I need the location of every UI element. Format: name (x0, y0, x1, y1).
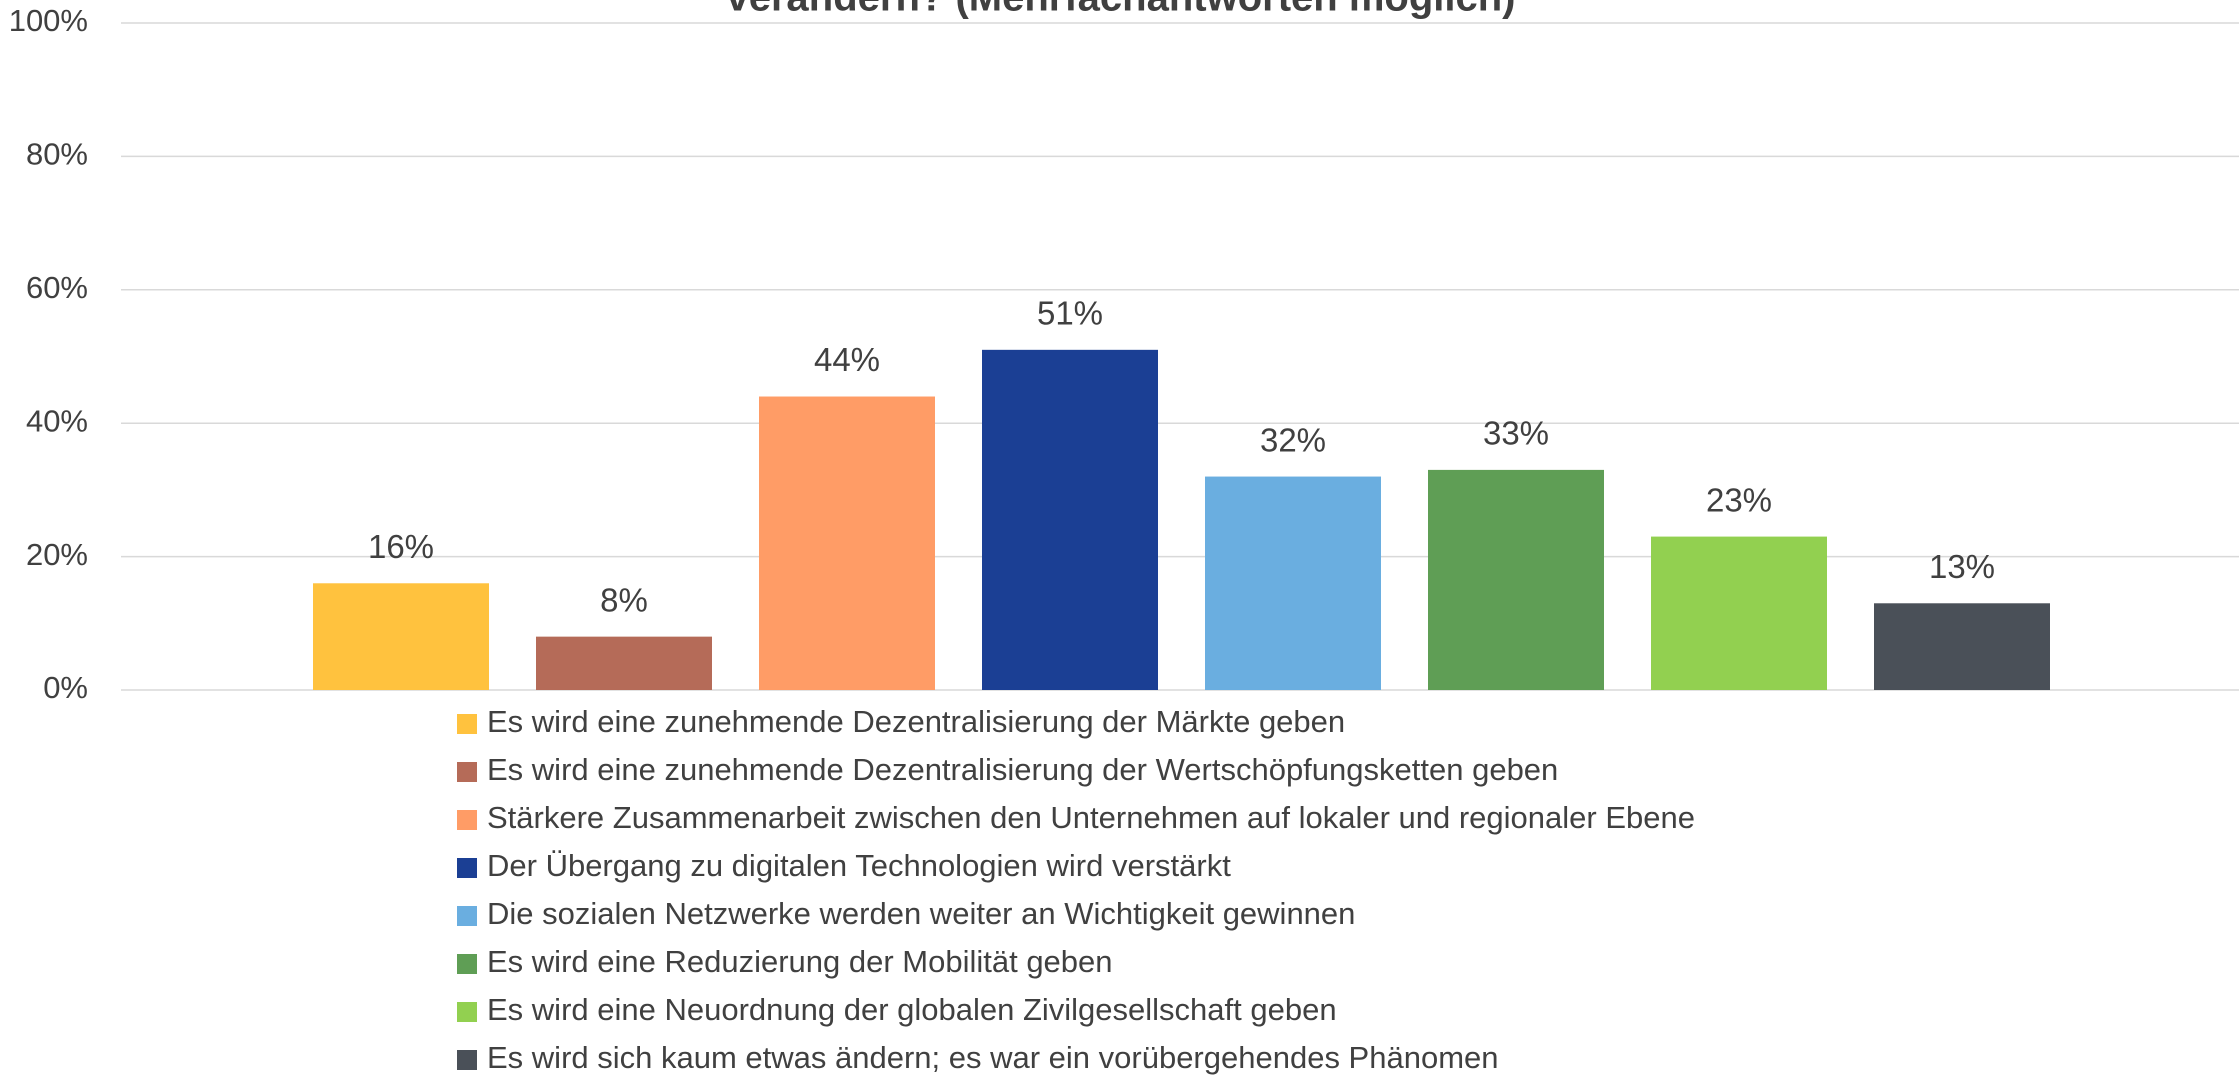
bar (759, 396, 935, 690)
bar (982, 349, 1158, 690)
data-label: 13% (1929, 548, 1995, 585)
bar (1205, 476, 1381, 690)
legend-label: Es wird eine zunehmende Dezentralisierun… (487, 704, 1345, 739)
legend-label: Es wird eine Reduzierung der Mobilität g… (487, 944, 1113, 979)
legend-swatch (457, 1050, 477, 1070)
legend-label: Es wird sich kaum etwas ändern; es war e… (487, 1040, 1499, 1075)
y-tick-label: 0% (43, 670, 88, 705)
data-label: 16% (368, 528, 434, 565)
data-label: 8% (600, 581, 648, 618)
y-tick-label: 80% (26, 137, 88, 172)
bar (536, 636, 712, 690)
legend-swatch (457, 906, 477, 926)
legend-swatch (457, 858, 477, 878)
chart-title: verändern? (Mehrfachantworten möglich) (727, 0, 1516, 20)
legend-swatch (457, 714, 477, 734)
data-label: 23% (1706, 481, 1772, 518)
y-tick-label: 60% (26, 270, 88, 305)
legend-swatch (457, 1002, 477, 1022)
y-tick-label: 100% (9, 3, 88, 38)
legend-swatch (457, 954, 477, 974)
bar (1651, 536, 1827, 690)
y-tick-label: 40% (26, 403, 88, 438)
data-label: 44% (814, 341, 880, 378)
data-label: 32% (1260, 421, 1326, 458)
data-label: 33% (1483, 415, 1549, 452)
y-tick-label: 20% (26, 537, 88, 572)
bar (313, 583, 489, 690)
legend-swatch (457, 810, 477, 830)
legend-label: Die sozialen Netzwerke werden weiter an … (487, 896, 1355, 931)
bar (1428, 469, 1604, 690)
legend-label: Es wird eine zunehmende Dezentralisierun… (487, 752, 1558, 787)
data-label: 51% (1037, 295, 1103, 332)
legend-label: Der Übergang zu digitalen Technologien w… (487, 848, 1231, 883)
legend-swatch (457, 762, 477, 782)
legend-label: Stärkere Zusammenarbeit zwischen den Unt… (487, 800, 1695, 835)
legend-label: Es wird eine Neuordnung der globalen Ziv… (487, 992, 1337, 1027)
bar (1874, 603, 2050, 690)
